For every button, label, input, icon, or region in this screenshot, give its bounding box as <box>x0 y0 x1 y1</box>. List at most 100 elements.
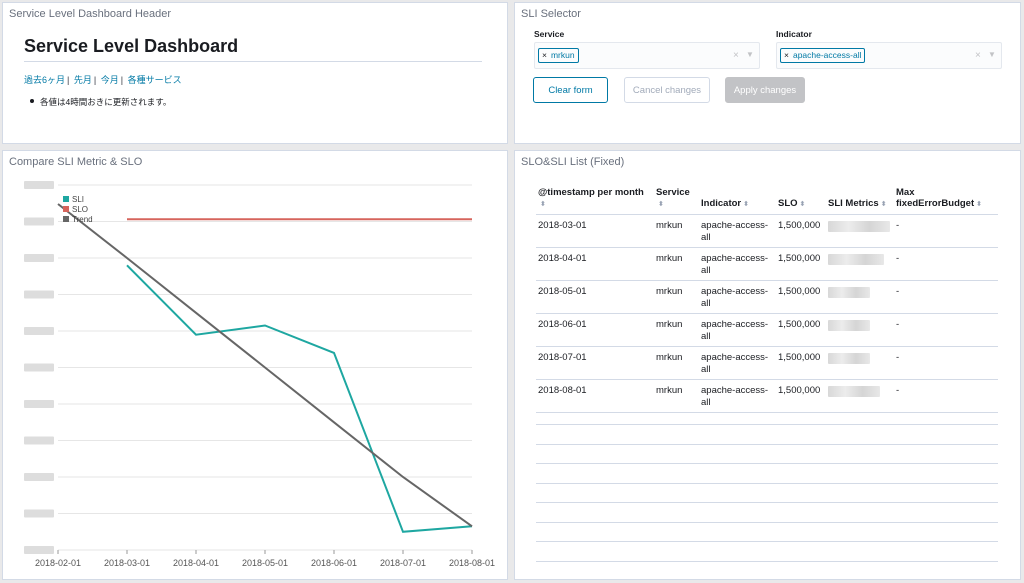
sort-icon[interactable]: ⬍ <box>799 201 806 208</box>
x-tick-label: 2018-02-01 <box>35 558 81 568</box>
cell-service: mrkun <box>654 247 699 281</box>
y-tick-label-redacted <box>24 363 54 372</box>
cell-slo: 1,500,000 <box>776 247 826 281</box>
y-tick-label-redacted <box>24 546 54 554</box>
clear-icon[interactable]: × <box>733 50 739 61</box>
empty-row-divider <box>536 541 998 542</box>
legend-swatch-sli <box>63 196 69 202</box>
sort-icon[interactable]: ⬍ <box>658 201 664 208</box>
table-row: 2018-07-01 mrkun apache-access-all 1,500,00… <box>536 346 998 380</box>
table-row: 2018-03-01 mrkun apache-access-all 1,500,00… <box>536 214 998 248</box>
remove-icon[interactable]: × <box>542 50 547 60</box>
panel-title: Compare SLI Metric & SLO <box>9 156 143 168</box>
x-tick-label: 2018-08-01 <box>449 558 495 568</box>
column-header-service[interactable]: Service ⬍ <box>654 185 699 215</box>
legend-swatch-trend <box>63 216 69 222</box>
redacted-value <box>828 254 884 265</box>
redacted-value <box>828 287 870 298</box>
link-this-month[interactable]: 今月 <box>100 75 119 85</box>
x-tick-label: 2018-04-01 <box>173 558 219 568</box>
apply-changes-button[interactable]: Apply changes <box>725 77 805 103</box>
panel-title: SLI Selector <box>521 8 581 20</box>
column-header-sli-metrics[interactable]: SLI Metrics ⬍ <box>826 185 894 215</box>
x-tick-label: 2018-06-01 <box>311 558 357 568</box>
y-tick-label-redacted <box>24 509 54 518</box>
table-row: 2018-04-01 mrkun apache-access-all 1,500,00… <box>536 247 998 281</box>
cell-indicator: apache-access-all <box>699 313 776 347</box>
sort-icon[interactable]: ⬍ <box>880 201 887 208</box>
redacted-value <box>828 221 890 232</box>
cell-slo: 1,500,000 <box>776 313 826 347</box>
service-label: Service <box>534 29 565 39</box>
legend-swatch-slo <box>63 206 69 212</box>
cell-sli-metrics <box>826 247 894 281</box>
cell-indicator: apache-access-all <box>699 280 776 314</box>
cell-slo: 1,500,000 <box>776 280 826 314</box>
empty-row-divider <box>536 482 998 484</box>
indicator-chip[interactable]: × apache-access-all <box>780 48 866 63</box>
column-header-slo[interactable]: SLO ⬍ <box>776 185 826 215</box>
cell-indicator: apache-access-all <box>699 247 776 281</box>
redacted-value <box>828 386 880 397</box>
clear-form-button[interactable]: Clear form <box>533 77 608 103</box>
cell-timestamp: 2018-07-01 <box>536 346 654 380</box>
redacted-value <box>828 320 870 331</box>
clear-icon[interactable]: × <box>975 50 981 61</box>
panel-title: SLO&SLI List (Fixed) <box>521 156 625 168</box>
column-header-timestamp[interactable]: @timestamp per month ⬍ <box>536 185 654 215</box>
sort-icon[interactable]: ⬍ <box>743 201 749 208</box>
cell-max-error-budget: - <box>894 313 998 347</box>
cell-sli-metrics <box>826 280 894 314</box>
service-combobox[interactable]: × mrkun × ▼ <box>534 42 760 69</box>
empty-row-divider <box>536 443 998 445</box>
indicator-combobox[interactable]: × apache-access-all × ▼ <box>776 42 1002 69</box>
cell-max-error-budget: - <box>894 214 998 248</box>
remove-icon[interactable]: × <box>784 50 789 60</box>
table-row: 2018-08-01 mrkun apache-access-all 1,500,00… <box>536 379 998 413</box>
empty-row-divider <box>536 424 998 425</box>
cell-slo: 1,500,000 <box>776 379 826 413</box>
cell-timestamp: 2018-04-01 <box>536 247 654 281</box>
sli-slo-chart: 2018-02-01 2018-03-01 2018-04-01 2018-05-01… <box>24 181 495 568</box>
cell-service: mrkun <box>654 346 699 380</box>
series-line-sli <box>126 264 473 533</box>
chevron-down-icon[interactable]: ▼ <box>988 50 996 59</box>
empty-row-divider <box>536 560 998 562</box>
indicator-label: Indicator <box>776 29 812 39</box>
sort-icon[interactable]: ⬍ <box>976 201 982 208</box>
y-tick-label-redacted <box>24 217 54 226</box>
x-tick-label: 2018-05-01 <box>242 558 288 568</box>
cell-timestamp: 2018-06-01 <box>536 313 654 347</box>
cell-max-error-budget: - <box>894 346 998 380</box>
cell-sli-metrics <box>826 346 894 380</box>
empty-row-divider <box>536 521 998 523</box>
cell-timestamp: 2018-08-01 <box>536 379 654 413</box>
y-tick-label-redacted <box>24 327 54 335</box>
sort-icon[interactable]: ⬍ <box>540 201 546 208</box>
legend-label-slo: SLO <box>72 205 88 214</box>
redacted-value <box>828 353 870 364</box>
cell-sli-metrics <box>826 214 894 248</box>
service-chip[interactable]: × mrkun <box>538 48 579 63</box>
table-row: 2018-05-01 mrkun apache-access-all 1,500,00… <box>536 280 998 314</box>
update-note: 各値は4時間おきに更新されます。 <box>29 97 172 107</box>
sli-selector-panel: SLI Selector <box>514 2 1021 144</box>
cell-service: mrkun <box>654 214 699 248</box>
cell-sli-metrics <box>826 313 894 347</box>
divider <box>24 61 482 62</box>
panel-title: Service Level Dashboard Header <box>9 8 172 20</box>
link-last-6-months[interactable]: 過去6ヶ月 <box>24 75 66 85</box>
y-tick-label-redacted <box>24 254 54 262</box>
column-header-indicator[interactable]: Indicator ⬍ <box>699 185 776 215</box>
column-header-max-fixed-error-budget[interactable]: Max fixedErrorBudget ⬍ <box>894 185 998 215</box>
chevron-down-icon[interactable]: ▼ <box>746 50 754 59</box>
y-tick-label-redacted <box>24 400 54 408</box>
cell-slo: 1,500,000 <box>776 346 826 380</box>
cell-service: mrkun <box>654 379 699 413</box>
cancel-changes-button[interactable]: Cancel changes <box>624 77 710 103</box>
x-tick-label: 2018-03-01 <box>104 558 150 568</box>
link-last-month[interactable]: 先月 <box>73 75 92 85</box>
cell-slo: 1,500,000 <box>776 214 826 248</box>
link-services[interactable]: 各種サービス <box>127 75 182 85</box>
y-tick-label-redacted <box>24 436 54 445</box>
